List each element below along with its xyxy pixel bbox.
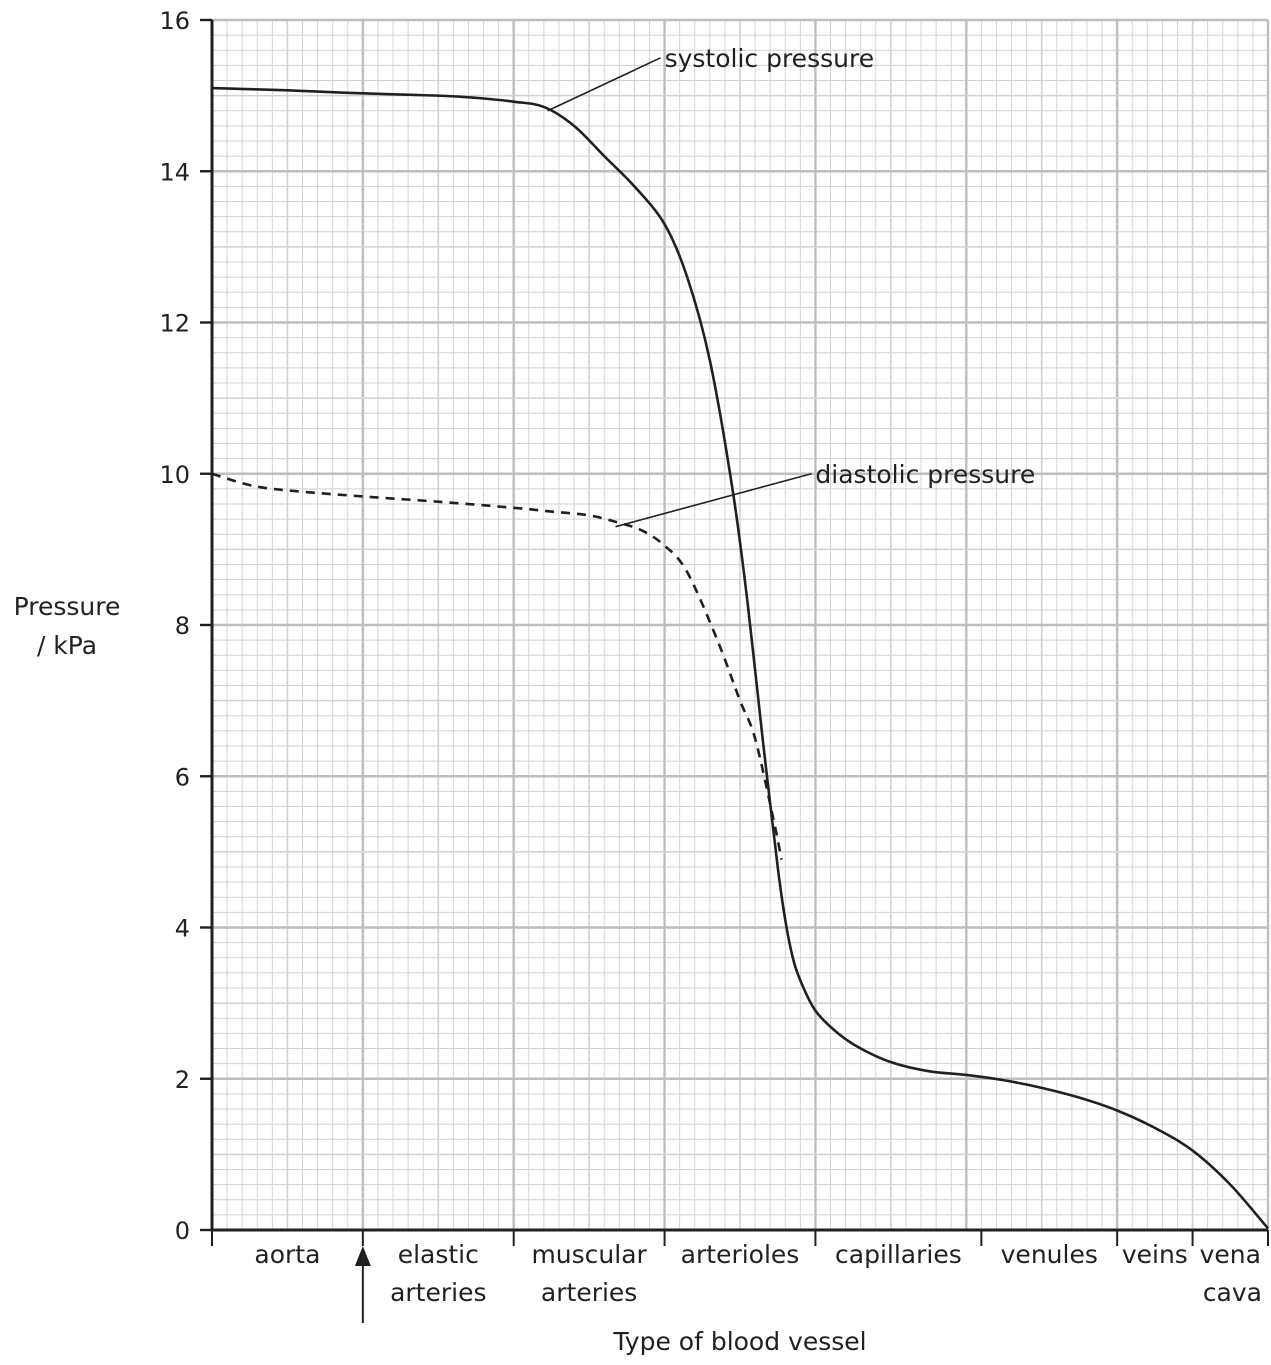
y-tick-label: 0 — [175, 1217, 190, 1245]
y-tick-label: 2 — [175, 1066, 190, 1094]
x-axis-title: Type of blood vessel — [612, 1327, 866, 1356]
diastolic-pressure-label: diastolic pressure — [815, 460, 1035, 489]
y-tick-label: 14 — [159, 158, 190, 186]
y-tick-label: 4 — [175, 915, 190, 943]
systolic-pressure-label: systolic pressure — [665, 44, 875, 73]
y-axis-title-line-1: Pressure — [14, 592, 121, 621]
category-label: vena — [1200, 1240, 1261, 1269]
category-label: capillaries — [835, 1240, 962, 1269]
arrow-head-icon — [354, 1246, 371, 1266]
diastolic-pressure-line — [211, 472, 783, 860]
y-tick-label: 10 — [159, 461, 190, 489]
y-tick-label: 12 — [159, 310, 190, 338]
category-label: arteries — [541, 1278, 637, 1307]
category-label: veins — [1122, 1240, 1188, 1269]
category-label: cava — [1203, 1278, 1262, 1307]
annotation-leader-line — [615, 472, 812, 528]
series-layer — [211, 86, 1269, 1230]
annotations: systolic pressure diastolic pressure — [547, 44, 1035, 528]
axes — [200, 18, 1269, 1246]
y-tick-label: 6 — [175, 763, 190, 791]
category-label: aorta — [254, 1240, 320, 1269]
y-tick-label: 8 — [175, 612, 190, 640]
category-label: arterioles — [681, 1240, 800, 1269]
category-label: venules — [1001, 1240, 1098, 1269]
category-label: arteries — [390, 1278, 486, 1307]
grid-major-lines — [210, 18, 1270, 1232]
y-tick-labels: 0 2 4 6 8 10 12 14 16 — [159, 7, 190, 1245]
y-axis-title-line-2: / kPa — [37, 631, 97, 660]
x-category-labels: aorta elastic arteries muscular arteries arte… — [254, 1240, 1262, 1307]
category-label: elastic — [398, 1240, 479, 1269]
systolic-pressure-line — [211, 86, 1269, 1230]
arrow-marker — [354, 1246, 371, 1323]
category-label: muscular — [531, 1240, 647, 1269]
annotation-leader-line — [547, 57, 661, 112]
y-tick-label: 16 — [159, 7, 190, 35]
